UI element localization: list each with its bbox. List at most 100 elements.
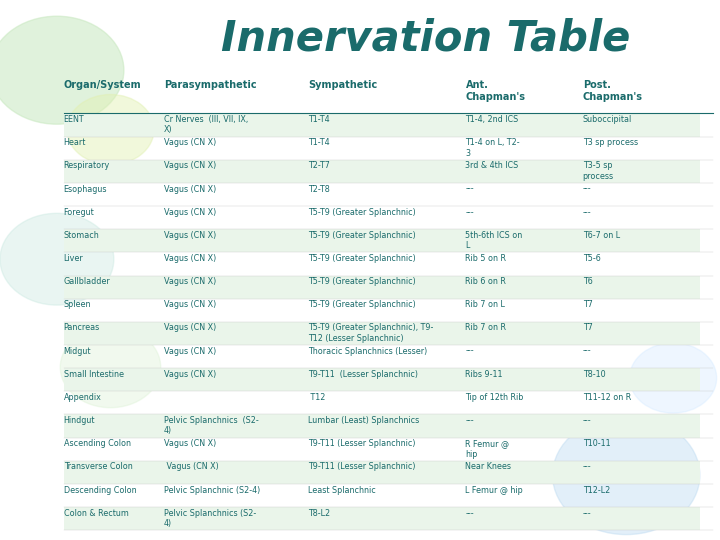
Bar: [63, 507, 700, 530]
Text: T10-11: T10-11: [582, 439, 611, 448]
Circle shape: [0, 213, 114, 305]
Text: ---: ---: [466, 185, 474, 193]
Text: T5-T9 (Greater Splanchnic): T5-T9 (Greater Splanchnic): [308, 277, 416, 286]
Text: Heart: Heart: [63, 138, 86, 147]
Text: Pelvic Splanchnics  (S2-
4): Pelvic Splanchnics (S2- 4): [164, 416, 258, 435]
Text: T3 sp process: T3 sp process: [582, 138, 638, 147]
Text: Rib 5 on R: Rib 5 on R: [466, 254, 506, 263]
Text: L Femur @ hip: L Femur @ hip: [466, 485, 523, 495]
Bar: [63, 368, 700, 392]
Text: T1-T4: T1-T4: [308, 138, 330, 147]
Text: T8-10: T8-10: [582, 370, 606, 379]
Text: T1-T4: T1-T4: [308, 115, 330, 124]
Text: ---: ---: [582, 347, 591, 356]
Text: T1-4, 2nd ICS: T1-4, 2nd ICS: [466, 115, 518, 124]
Text: Stomach: Stomach: [63, 231, 99, 240]
Text: Pelvic Splanchnic (S2-4): Pelvic Splanchnic (S2-4): [164, 485, 261, 495]
Bar: [63, 461, 700, 484]
Text: Vagus (CN X): Vagus (CN X): [164, 208, 216, 217]
Text: Pancreas: Pancreas: [63, 323, 100, 333]
Text: Appendix: Appendix: [63, 393, 102, 402]
Text: T6: T6: [582, 277, 593, 286]
Text: 3rd & 4th ICS: 3rd & 4th ICS: [466, 161, 518, 170]
Circle shape: [0, 16, 124, 124]
Bar: [63, 322, 700, 345]
Text: Vagus (CN X): Vagus (CN X): [164, 347, 216, 356]
Text: T9-T11 (Lesser Splanchnic): T9-T11 (Lesser Splanchnic): [308, 439, 415, 448]
Text: T2-T8: T2-T8: [308, 185, 330, 193]
Text: ---: ---: [466, 208, 474, 217]
Text: ---: ---: [582, 208, 591, 217]
Text: Spleen: Spleen: [63, 300, 91, 309]
Text: Transverse Colon: Transverse Colon: [63, 462, 132, 471]
Text: Hindgut: Hindgut: [63, 416, 95, 425]
Text: Parasympathetic: Parasympathetic: [164, 80, 257, 91]
Text: ---: ---: [582, 185, 591, 193]
Text: Vagus (CN X): Vagus (CN X): [164, 439, 216, 448]
Text: Rib 7 on R: Rib 7 on R: [466, 323, 506, 333]
Text: Vagus (CN X): Vagus (CN X): [164, 370, 216, 379]
Text: T6-7 on L: T6-7 on L: [582, 231, 620, 240]
Text: Suboccipital: Suboccipital: [582, 115, 632, 124]
Text: Vagus (CN X): Vagus (CN X): [164, 138, 216, 147]
Text: T11-12 on R: T11-12 on R: [582, 393, 631, 402]
Text: Cr Nerves  (III, VII, IX,
X): Cr Nerves (III, VII, IX, X): [164, 115, 248, 134]
Text: T5-T9 (Greater Splanchnic): T5-T9 (Greater Splanchnic): [308, 300, 416, 309]
Text: Vagus (CN X): Vagus (CN X): [164, 323, 216, 333]
Text: Tip of 12th Rib: Tip of 12th Rib: [466, 393, 524, 402]
Text: Rib 6 on R: Rib 6 on R: [466, 277, 506, 286]
Text: T5-T9 (Greater Splanchnic): T5-T9 (Greater Splanchnic): [308, 208, 416, 217]
Text: T9-T11  (Lesser Splanchnic): T9-T11 (Lesser Splanchnic): [308, 370, 418, 379]
Text: Ant.
Chapman's: Ant. Chapman's: [466, 80, 526, 102]
Text: Liver: Liver: [63, 254, 84, 263]
Text: ---: ---: [466, 509, 474, 518]
Text: Vagus (CN X): Vagus (CN X): [164, 300, 216, 309]
Text: Ascending Colon: Ascending Colon: [63, 439, 130, 448]
Text: T5-6: T5-6: [582, 254, 600, 263]
Text: T5-T9 (Greater Splanchnic): T5-T9 (Greater Splanchnic): [308, 254, 416, 263]
Bar: [63, 415, 700, 437]
Text: ---: ---: [582, 509, 591, 518]
Text: Sympathetic: Sympathetic: [308, 80, 377, 91]
Circle shape: [60, 327, 161, 408]
Text: Vagus (CN X): Vagus (CN X): [164, 462, 219, 471]
Circle shape: [67, 94, 154, 165]
Text: Lumbar (Least) Splanchnics: Lumbar (Least) Splanchnics: [308, 416, 419, 425]
Text: Esophagus: Esophagus: [63, 185, 107, 193]
Text: Near Knees: Near Knees: [466, 462, 511, 471]
Text: T3-5 sp
process: T3-5 sp process: [582, 161, 614, 181]
Text: Least Splanchnic: Least Splanchnic: [308, 485, 376, 495]
Circle shape: [629, 343, 716, 413]
Text: ---: ---: [582, 462, 591, 471]
Text: T5-T9 (Greater Splanchnic): T5-T9 (Greater Splanchnic): [308, 231, 416, 240]
Text: Respiratory: Respiratory: [63, 161, 110, 170]
Text: T12: T12: [308, 393, 325, 402]
Text: Descending Colon: Descending Colon: [63, 485, 136, 495]
Text: Innervation Table: Innervation Table: [220, 17, 630, 59]
Text: ---: ---: [466, 416, 474, 425]
Text: T1-4 on L, T2-
3: T1-4 on L, T2- 3: [466, 138, 520, 158]
Text: Small Intestine: Small Intestine: [63, 370, 124, 379]
Text: ---: ---: [466, 347, 474, 356]
Text: Colon & Rectum: Colon & Rectum: [63, 509, 128, 518]
Text: T5-T9 (Greater Splanchnic), T9-
T12 (Lesser Splanchnic): T5-T9 (Greater Splanchnic), T9- T12 (Les…: [308, 323, 433, 343]
Text: Vagus (CN X): Vagus (CN X): [164, 277, 216, 286]
Bar: [63, 113, 700, 137]
Text: Vagus (CN X): Vagus (CN X): [164, 161, 216, 170]
Text: Vagus (CN X): Vagus (CN X): [164, 185, 216, 193]
Text: Vagus (CN X): Vagus (CN X): [164, 231, 216, 240]
Text: T7: T7: [582, 323, 593, 333]
Text: T7: T7: [582, 300, 593, 309]
Bar: [63, 229, 700, 252]
Text: Rib 7 on L: Rib 7 on L: [466, 300, 505, 309]
Bar: [63, 160, 700, 183]
Text: Vagus (CN X): Vagus (CN X): [164, 254, 216, 263]
Text: T8-L2: T8-L2: [308, 509, 330, 518]
Text: Pelvic Splanchnics (S2-
4): Pelvic Splanchnics (S2- 4): [164, 509, 256, 528]
Circle shape: [552, 416, 700, 535]
Text: EENT: EENT: [63, 115, 84, 124]
Text: T12-L2: T12-L2: [582, 485, 610, 495]
Text: Gallbladder: Gallbladder: [63, 277, 110, 286]
Text: Post.
Chapman's: Post. Chapman's: [582, 80, 643, 102]
Text: Organ/System: Organ/System: [63, 80, 141, 91]
